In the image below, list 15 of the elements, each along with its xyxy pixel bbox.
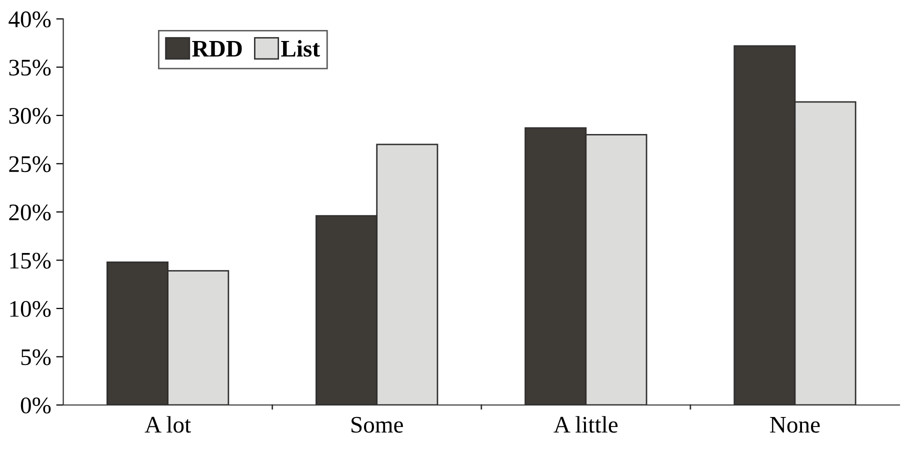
x-tick-label: A little (554, 416, 618, 433)
x-tick-label: A lot (144, 416, 191, 433)
legend-label: List (281, 40, 320, 57)
y-tick-label: 30% (9, 108, 51, 124)
y-tick-label: 0% (20, 397, 51, 414)
y-tick-label: 25% (9, 156, 51, 172)
y-tick-label: 40% (8, 11, 51, 28)
y-tick-label: 10% (10, 300, 51, 317)
x-tick-label: None (770, 417, 820, 433)
y-tick-label: 35% (9, 60, 51, 76)
y-tick-label: 15% (10, 252, 51, 269)
y-tick-label: 20% (9, 204, 51, 220)
x-tick-label: Some (352, 416, 403, 433)
y-tick-label: 5% (21, 349, 51, 366)
legend-label: RDD (192, 40, 242, 56)
